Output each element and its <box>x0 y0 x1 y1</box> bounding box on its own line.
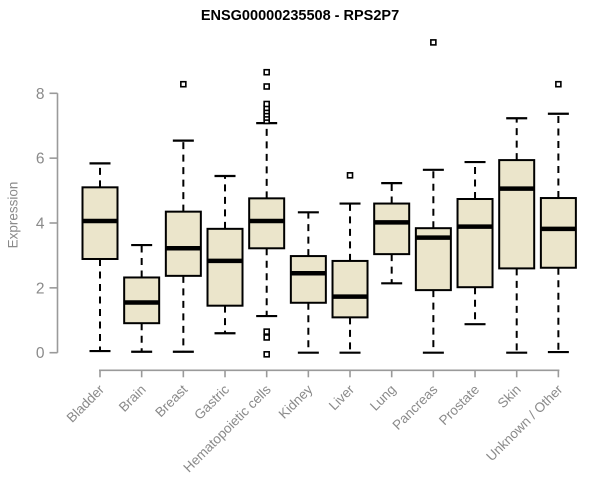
iqr-box <box>456 198 494 289</box>
box-group <box>456 160 494 326</box>
y-tick-label: 2 <box>36 280 45 297</box>
outlier-point <box>430 39 437 46</box>
iqr-box <box>248 197 286 250</box>
y-axis: 0 2 4 6 8 <box>36 86 59 362</box>
box-group <box>373 182 411 285</box>
chart-title: ENSG00000235508 - RPS2P7 <box>200 8 400 24</box>
iqr-box <box>164 210 202 277</box>
iqr-box <box>331 259 369 319</box>
y-tick-label: 6 <box>36 151 45 168</box>
box-group <box>289 211 327 354</box>
iqr-box <box>498 159 536 270</box>
y-tick-label: 4 <box>36 216 45 233</box>
box-group <box>164 80 202 353</box>
iqr-box <box>289 255 327 304</box>
y-tick-label: 0 <box>36 345 45 362</box>
x-category-label: Brain <box>116 382 149 415</box>
outlier-point <box>346 172 354 179</box>
x-category-label: Pancreas <box>390 382 441 433</box>
outlier-point <box>180 80 187 88</box>
x-category-label: Prostate <box>436 382 482 428</box>
x-category-label: Skin <box>495 382 524 411</box>
outlier-point <box>263 83 270 90</box>
box-group <box>498 117 536 354</box>
box-group <box>206 174 244 335</box>
x-category-label: Liver <box>326 381 358 413</box>
outlier-point <box>263 100 270 108</box>
outlier-point <box>263 334 270 341</box>
y-tick-label: 8 <box>36 86 45 103</box>
iqr-box <box>373 202 411 256</box>
box-group <box>81 162 119 353</box>
box-group <box>123 243 161 353</box>
x-category-label: Breast <box>152 382 190 420</box>
iqr-box <box>206 227 244 307</box>
iqr-box <box>539 197 577 269</box>
x-category-label: Kidney <box>276 382 316 422</box>
x-category-label: Lung <box>367 382 399 414</box>
box-group <box>248 68 286 358</box>
outlier-point <box>263 328 270 335</box>
outlier-point <box>263 68 270 76</box>
outlier-point <box>263 351 270 358</box>
x-category-label: Unknown / Other <box>483 381 566 464</box>
box-group <box>414 39 452 354</box>
x-category-label: Gastric <box>191 382 232 423</box>
box-group <box>331 172 369 354</box>
outlier-point <box>555 80 562 88</box>
x-category-label: Bladder <box>64 381 108 425</box>
box-group <box>539 80 577 354</box>
